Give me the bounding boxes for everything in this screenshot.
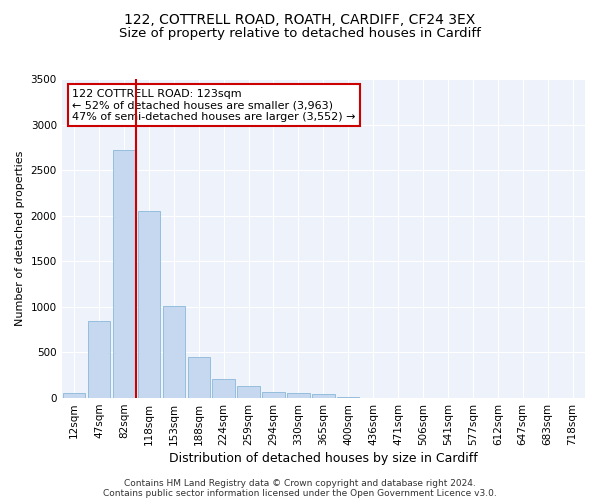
Y-axis label: Number of detached properties: Number of detached properties <box>15 151 25 326</box>
X-axis label: Distribution of detached houses by size in Cardiff: Distribution of detached houses by size … <box>169 452 478 465</box>
Bar <box>287 392 310 398</box>
Bar <box>63 393 85 398</box>
Text: Size of property relative to detached houses in Cardiff: Size of property relative to detached ho… <box>119 28 481 40</box>
Bar <box>312 394 335 398</box>
Bar <box>163 306 185 398</box>
Text: 122 COTTRELL ROAD: 123sqm
← 52% of detached houses are smaller (3,963)
47% of se: 122 COTTRELL ROAD: 123sqm ← 52% of detac… <box>72 88 356 122</box>
Text: 122, COTTRELL ROAD, ROATH, CARDIFF, CF24 3EX: 122, COTTRELL ROAD, ROATH, CARDIFF, CF24… <box>124 12 476 26</box>
Bar <box>113 150 135 398</box>
Bar <box>212 380 235 398</box>
Text: Contains public sector information licensed under the Open Government Licence v3: Contains public sector information licen… <box>103 488 497 498</box>
Text: Contains HM Land Registry data © Crown copyright and database right 2024.: Contains HM Land Registry data © Crown c… <box>124 478 476 488</box>
Bar <box>188 357 210 398</box>
Bar <box>262 392 285 398</box>
Bar <box>238 386 260 398</box>
Bar <box>88 322 110 398</box>
Bar <box>137 211 160 398</box>
Bar <box>337 397 359 398</box>
